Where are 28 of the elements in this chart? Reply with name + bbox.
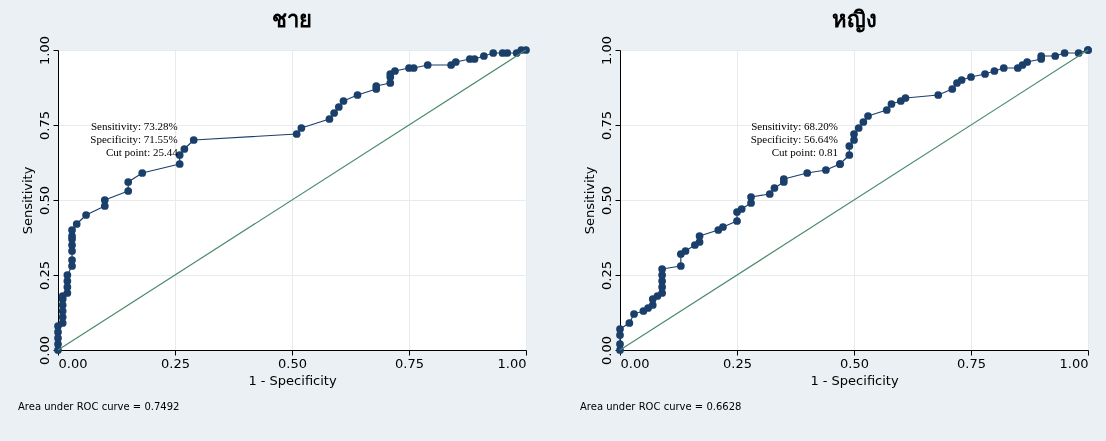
x-tick-label: 1.00 [497, 355, 527, 371]
x-tick-label: 0.75 [957, 355, 986, 371]
x-axis-title: 1 - Specificity [810, 372, 899, 388]
x-tick-label: 0.50 [278, 355, 307, 371]
y-tick-label: 0.75 [36, 111, 52, 140]
x-tick-label: 0.00 [620, 355, 650, 371]
annotation: Sensitivity: 68.20% Specificity: 56.64% Cut point: 0.81 [750, 120, 838, 158]
x-tick-label: 0.50 [840, 355, 869, 371]
x-tick-label: 0.25 [161, 355, 190, 371]
y-tick-label: 1.00 [598, 36, 614, 65]
x-axis-title: 1 - Specificity [248, 372, 337, 388]
text: Area under ROC curve = 0.7492 [18, 401, 180, 412]
x-tick-label: 1.00 [1059, 355, 1089, 371]
annotation: Sensitivity: 73.28% Specificity: 71.55% Cut point: 25.44 [90, 120, 179, 158]
x-tick-label: 0.75 [395, 355, 424, 371]
chart-title: หญิง [831, 6, 877, 33]
y-tick-label: 1.00 [36, 36, 52, 65]
text: Area under ROC curve = 0.6628 [580, 401, 742, 412]
y-tick-label: 0.50 [598, 186, 614, 215]
y-tick-label: 0.50 [36, 186, 52, 215]
y-tick-label: 0.25 [598, 261, 614, 290]
y-tick-label: 0.25 [36, 261, 52, 290]
chart-title: ชาย [272, 6, 312, 32]
y-axis-title: Sensitivity [19, 166, 35, 235]
x-tick-label: 0.00 [58, 355, 88, 371]
y-axis-title: Sensitivity [581, 166, 597, 235]
x-tick-label: 0.25 [723, 355, 752, 371]
y-tick-label: 0.75 [598, 111, 614, 140]
